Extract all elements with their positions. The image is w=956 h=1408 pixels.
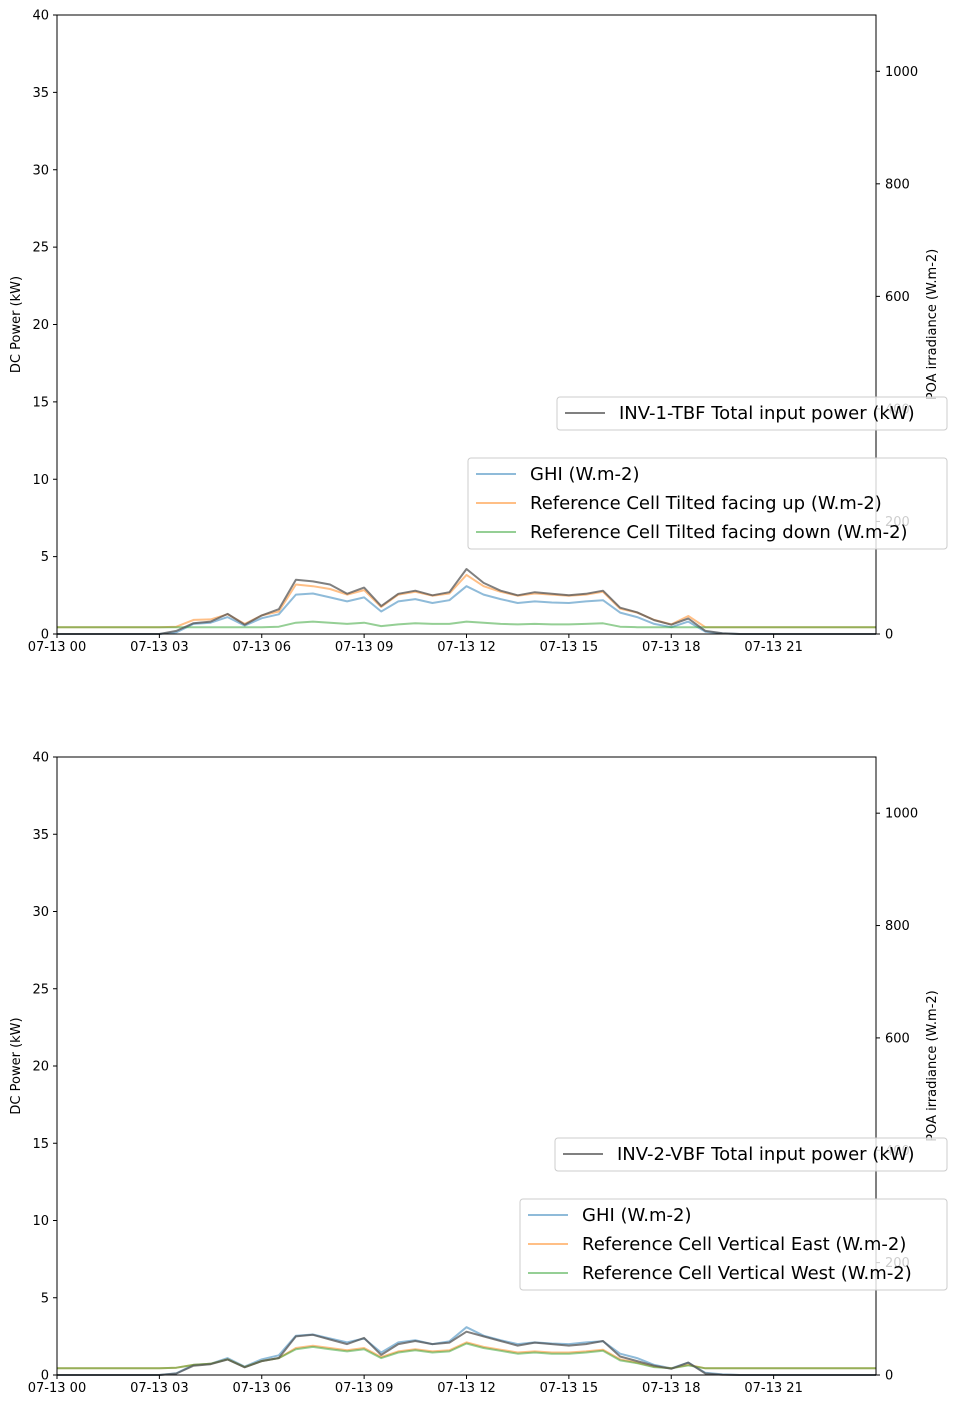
left-y-tick-label: 0 [41, 628, 49, 643]
left-y-tick-label: 35 [32, 828, 49, 843]
left-y-tick-label: 10 [32, 1214, 49, 1229]
left-y-tick-label: 20 [32, 318, 49, 333]
x-tick-label: 07-13 18 [642, 640, 700, 655]
left-y-tick-label: 20 [32, 1060, 49, 1075]
irradiance-series-line-3 [57, 1342, 876, 1370]
left-y-tick-label: 35 [32, 86, 49, 101]
legend-box [467, 457, 948, 550]
x-tick-label: 07-13 09 [335, 1381, 393, 1396]
right-y-tick-label: 600 [885, 290, 910, 305]
legend-power: INV-2-VBF Total input power (kW) [554, 1137, 948, 1172]
right-y-tick-label: 800 [885, 177, 910, 192]
legend-entry: Reference Cell Tilted facing down (W.m-2… [530, 522, 908, 543]
left-y-tick-label: 5 [41, 550, 49, 565]
legend-entry: Reference Cell Vertical West (W.m-2) [582, 1263, 912, 1284]
left-y-tick-label: 40 [32, 9, 49, 24]
x-tick-label: 07-13 06 [233, 1381, 291, 1396]
legend-entry: Reference Cell Tilted facing up (W.m-2) [530, 493, 882, 514]
x-tick-label: 07-13 09 [335, 640, 393, 655]
x-tick-label: 07-13 00 [28, 640, 86, 655]
right-y-axis-label: POA irradiance (W.m-2) [925, 249, 940, 401]
right-y-tick-label: 600 [885, 1031, 910, 1046]
legend-entry: GHI (W.m-2) [530, 464, 640, 485]
x-tick-label: 07-13 12 [437, 640, 495, 655]
left-y-tick-label: 5 [41, 1291, 49, 1306]
left-y-tick-label: 10 [32, 473, 49, 488]
x-tick-label: 07-13 15 [540, 1381, 598, 1396]
x-tick-label: 07-13 21 [744, 1381, 802, 1396]
left-y-tick-label: 40 [32, 751, 49, 766]
left-y-tick-label: 30 [32, 905, 49, 920]
x-tick-label: 07-13 03 [130, 640, 188, 655]
chart-panel-1: 05101520253035400200400600800100007-13 0… [9, 9, 948, 655]
right-y-tick-label: 0 [885, 1369, 893, 1384]
left-y-axis-label: DC Power (kW) [9, 1017, 24, 1114]
irradiance-series-line-3 [57, 620, 876, 629]
power-series-line [57, 1330, 876, 1376]
left-y-tick-label: 25 [32, 982, 49, 997]
x-tick-label: 07-13 12 [437, 1381, 495, 1396]
legend-irradiance: GHI (W.m-2) Reference Cell Tilted facing … [467, 457, 948, 550]
left-y-tick-label: 30 [32, 163, 49, 178]
legend-power: INV-1-TBF Total input power (kW) [556, 396, 948, 431]
legend-irradiance: GHI (W.m-2) Reference Cell Vertical East … [519, 1198, 948, 1291]
power-series-line [57, 568, 876, 635]
right-y-tick-label: 0 [885, 628, 893, 643]
legend-entry: Reference Cell Vertical East (W.m-2) [582, 1234, 906, 1255]
x-tick-label: 07-13 18 [642, 1381, 700, 1396]
left-y-axis-label: DC Power (kW) [9, 276, 24, 373]
legend-entry: GHI (W.m-2) [582, 1205, 692, 1226]
right-y-tick-label: 800 [885, 919, 910, 934]
right-y-tick-label: 1000 [885, 807, 918, 822]
x-tick-label: 07-13 21 [744, 640, 802, 655]
x-tick-label: 07-13 15 [540, 640, 598, 655]
x-tick-label: 07-13 03 [130, 1381, 188, 1396]
right-y-tick-label: 1000 [885, 65, 918, 80]
legend-box [556, 396, 948, 431]
left-y-tick-label: 15 [32, 395, 49, 410]
irradiance-series-line-2 [57, 573, 876, 629]
legend-entry: INV-1-TBF Total input power (kW) [619, 403, 915, 424]
irradiance-series-line-2 [57, 1341, 876, 1370]
left-y-tick-label: 25 [32, 241, 49, 256]
legend-box [554, 1137, 948, 1172]
right-y-axis-label: POA irradiance (W.m-2) [925, 990, 940, 1142]
x-tick-label: 07-13 00 [28, 1381, 86, 1396]
legend-entry: INV-2-VBF Total input power (kW) [617, 1144, 915, 1165]
x-tick-label: 07-13 06 [233, 640, 291, 655]
left-y-tick-label: 0 [41, 1369, 49, 1384]
legend-box [519, 1198, 948, 1291]
chart-panel-2: 05101520253035400200400600800100007-13 0… [9, 751, 948, 1396]
left-y-tick-label: 15 [32, 1137, 49, 1152]
